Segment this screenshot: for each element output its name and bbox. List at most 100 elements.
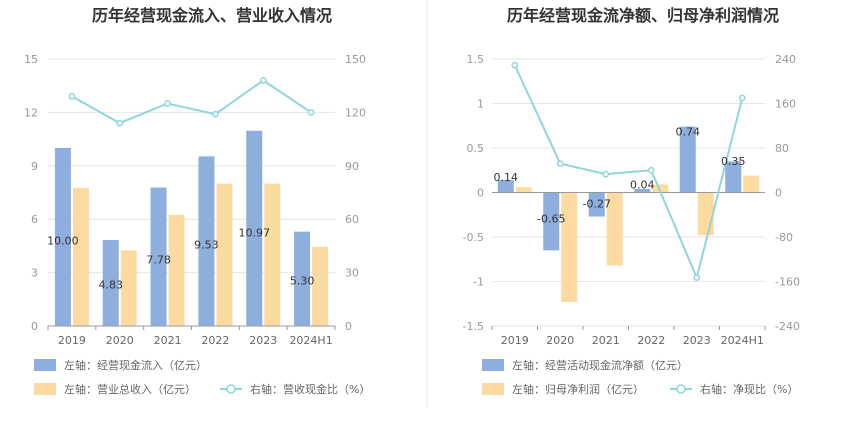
ratio-point [212,110,219,118]
secondary-bar [515,187,532,193]
left-tick-label: 0.5 [467,142,485,155]
bar-data-label: 0.35 [721,155,746,168]
ratio-point [738,94,746,102]
primary-bar [634,188,651,193]
primary-bar [246,130,263,326]
ratio-point [68,93,76,100]
ratio-point [602,170,610,178]
right-tick-label: 160 [775,98,796,111]
ratio-series-line [513,64,744,281]
bar-data-label: 0.04 [630,178,655,191]
x-tick-label: 2023 [683,334,711,347]
bar-data-label: 10.97 [239,226,271,239]
left-tick-label: -0.5 [463,231,484,244]
ratio-point [511,61,519,69]
legend-label: 右轴：营收现金比（%） [250,382,370,396]
left-tick-label: -1 [473,276,484,289]
left-tick-label: 15 [24,53,38,66]
right-tick-label: 120 [345,106,366,119]
bar-data-label: 0.74 [676,126,701,139]
data-labels: 0.14 -0.65 -0.27 0.04 0.74 0.35 [494,126,746,226]
left-tick-label: 6 [31,213,38,226]
primary-bar [102,240,119,326]
chart-title: 历年经营现金流净额、归母净利润情况 [507,6,779,25]
secondary-bar [216,183,233,326]
legend-marker [676,384,686,394]
legend-swatch [482,383,504,395]
data-labels: 10.00 4.83 7.78 9.53 10.97 5.30 [47,226,314,291]
chart-title: 历年经营现金流入、营业收入情况 [92,6,332,25]
left-axis-ticks: 0 3 6 9 12 15 [24,53,38,333]
secondary-bar [561,192,578,302]
bar-data-label: -0.65 [537,213,565,226]
right-tick-label: 0 [345,320,352,333]
ratio-point [116,119,124,127]
secondary-bar [312,246,329,326]
x-tick-label: 2022 [201,334,229,347]
x-tick-label: 2024H1 [721,334,764,347]
x-tick-label: 2019 [58,334,86,347]
ratio-point [307,109,315,116]
right-tick-label: 150 [345,53,366,66]
left-tick-label: 9 [31,160,38,173]
legend-label: 左轴：归母净利润（亿元） [512,382,644,396]
legend-label: 左轴：经营活动现金流净额（亿元） [512,358,688,372]
right-tick-label: 60 [345,213,359,226]
bar-data-label: 9.53 [194,239,219,252]
baseline [491,192,766,330]
legend-label: 右轴：净现比（%） [700,382,798,396]
secondary-bar [120,250,137,326]
x-tick-label: 2019 [501,334,529,347]
ratio-line [511,61,746,281]
ratio-series-line [71,79,312,125]
x-tick-label: 2022 [637,334,665,347]
secondary-bar [606,192,623,266]
primary-bar [725,161,742,193]
bar-data-label: 0.14 [494,171,519,184]
ratio-point [647,166,655,174]
legend-marker [226,384,236,394]
legend-label: 左轴：营业总收入（亿元） [64,382,196,396]
legend: 左轴：经营现金流入（亿元） 左轴：营业总收入（亿元） 右轴：营收现金比（%） [34,358,370,396]
x-tick-label: 2021 [592,334,620,347]
legend-swatch [34,383,56,395]
left-tick-label: 0 [31,320,38,333]
right-tick-label: -160 [775,276,800,289]
primary-bar [294,231,311,326]
primary-bar [150,187,167,326]
bar-data-label: 5.30 [290,275,315,288]
left-tick-label: 1 [477,98,484,111]
secondary-bar [697,192,714,236]
bar-data-label: 4.83 [99,279,124,292]
x-tick-label: 2020 [106,334,134,347]
left-tick-label: 12 [24,106,38,119]
left-tick-label: 0 [477,187,484,200]
primary-bar [198,156,215,326]
net-cash-flow-profit-chart: 历年经营现金流净额、归母净利润情况 -1.5 -1 -0.5 0 0.5 1 1.5 -24… [463,6,800,396]
legend-label: 左轴：经营现金流入（亿元） [64,358,207,372]
right-tick-label: 90 [345,160,359,173]
x-axis-ticks: 2019 2020 2021 2022 2023 2024H1 [501,334,764,347]
primary-bar [588,192,605,217]
left-axis-ticks: -1.5 -1 -0.5 0 0.5 1 1.5 [463,53,484,333]
left-tick-label: 1.5 [467,53,485,66]
ratio-point [556,160,564,167]
baseline [47,325,336,330]
left-tick-label: -1.5 [463,320,484,333]
primary-bar [543,192,560,251]
bar-data-label: 7.78 [146,254,171,267]
legend: 左轴：经营活动现金流净额（亿元） 左轴：归母净利润（亿元） 右轴：净现比（%） [482,358,798,396]
primary-bar [54,148,71,326]
secondary-bar [168,214,185,326]
bars [54,130,329,326]
right-tick-label: 80 [775,142,789,155]
right-tick-label: -80 [775,231,793,244]
legend-swatch [482,359,504,371]
ratio-point [693,274,701,281]
right-axis-ticks: -240 -160 -80 0 80 160 240 [775,53,800,333]
primary-bar [497,180,514,193]
secondary-bar [652,184,669,193]
ratio-line [68,77,315,127]
primary-bar [679,126,696,193]
